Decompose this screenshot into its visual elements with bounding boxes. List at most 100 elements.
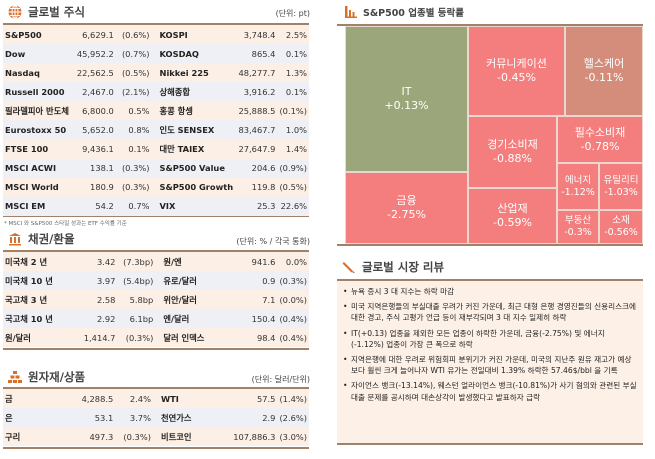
name-cell: MSCI World bbox=[5, 182, 59, 193]
divider bbox=[3, 23, 309, 25]
name-cell: 은 bbox=[5, 412, 13, 423]
value-cell: 25,888.5 bbox=[238, 105, 276, 116]
bonds-header: 채권/환율 bbox=[8, 231, 75, 247]
sector-name: 유틸리티 bbox=[603, 174, 639, 186]
stocks-unit: (단위: pt) bbox=[275, 9, 310, 18]
treemap-cell: 금융 -2.75% bbox=[345, 172, 468, 244]
sector-change: +0.13% bbox=[384, 99, 429, 112]
table-row: MSCI ACWI 138.1 (0.3%) S&P500 Value 204.6 (0.… bbox=[3, 158, 309, 178]
commodities-unit: (단위: 달러/단위) bbox=[251, 375, 310, 384]
table-row: MSCI EM 54.2 0.7% VIX 25.3 22.6% bbox=[3, 196, 309, 216]
name-cell: 원/엔 bbox=[163, 256, 182, 267]
name-cell: Russell 2000 bbox=[5, 86, 65, 97]
review-title: 글로벌 시장 리뷰 bbox=[362, 260, 445, 274]
change-cell: 2.5% bbox=[285, 29, 307, 40]
table-row: 원/달러 1,414.7 (0.3%) 달러 인덱스 98.4 (0.4%) bbox=[3, 328, 309, 348]
name-cell: VIX bbox=[159, 201, 176, 212]
value-cell: 941.6 bbox=[251, 256, 276, 267]
bonds-unit: (단위: % / 각국 통화) bbox=[236, 237, 310, 246]
name-cell: 국고채 10 년 bbox=[5, 313, 53, 324]
name-cell: 국고채 3 년 bbox=[5, 294, 48, 305]
treemap-cell: 필수소비재 -0.78% bbox=[557, 116, 643, 163]
table-row: Eurostoxx 50 5,652.0 0.8% 인도 SENSEX 83,467.7… bbox=[3, 120, 309, 140]
change-cell: (0.3%) bbox=[279, 275, 307, 286]
value-cell: 204.6 bbox=[251, 163, 276, 174]
change-cell: 1.0% bbox=[285, 125, 307, 136]
value-cell: 865.4 bbox=[251, 48, 276, 59]
change-cell: (2.1%) bbox=[121, 86, 150, 97]
treemap-cell: 산업재 -0.59% bbox=[468, 188, 557, 244]
change-cell: 0.5% bbox=[128, 105, 150, 116]
change-cell: (0.5%) bbox=[121, 67, 150, 78]
change-cell: (5.4bp) bbox=[123, 275, 154, 286]
name-cell: KOSPI bbox=[159, 29, 188, 40]
table-row: 국고채 3 년 2.58 5.8bp 위안/달러 7.1 (0.0%) bbox=[3, 290, 309, 310]
name-cell: 대만 TAIEX bbox=[159, 144, 205, 155]
change-cell: 1.4% bbox=[285, 144, 307, 155]
value-cell: 1,414.7 bbox=[83, 332, 116, 343]
table-row: Russell 2000 2,467.0 (2.1%) 상해종합 3,916.2 0.1% bbox=[3, 82, 309, 102]
commodities-title: 원자재/상품 bbox=[28, 370, 86, 384]
change-cell: (0.3%) bbox=[121, 163, 150, 174]
value-cell: 53.1 bbox=[94, 412, 114, 423]
change-cell: (0.3%) bbox=[121, 182, 150, 193]
name-cell: WTI bbox=[160, 393, 179, 404]
sector-change: -1.12% bbox=[561, 186, 595, 198]
review-item: 미국 지역은행들의 부실대출 우려가 커진 가운데, 최근 대형 은행 경영진들… bbox=[343, 301, 637, 323]
treemap-cell: 유틸리티 -1.03% bbox=[599, 163, 643, 210]
table-row: 은 53.1 3.7% 천연가스 2.9 (2.6%) bbox=[3, 408, 309, 428]
sector-name: 부동산 bbox=[564, 215, 592, 226]
table-row: 구리 497.3 (0.3%) 비트코인 107,886.3 (3.0%) bbox=[3, 427, 309, 447]
name-cell: S&P500 Value bbox=[159, 163, 225, 174]
change-cell: 1.3% bbox=[285, 67, 307, 78]
change-cell: 0.1% bbox=[285, 86, 307, 97]
sector-name: 소재 bbox=[612, 215, 630, 226]
sector-change: -0.59% bbox=[493, 216, 532, 229]
bank-icon bbox=[9, 233, 21, 246]
treemap-cell: 부동산 -0.3% bbox=[557, 210, 599, 244]
change-cell: (7.3bp) bbox=[123, 256, 154, 267]
bonds-table: 미국채 2 년 3.42 (7.3bp) 원/엔 941.6 0.0% 미국채 10 년 3.… bbox=[3, 252, 309, 348]
value-cell: 107,886.3 bbox=[233, 431, 276, 442]
value-cell: 45,952.2 bbox=[76, 48, 114, 59]
change-cell: (0.5%) bbox=[279, 182, 307, 193]
globe-icon bbox=[8, 5, 22, 19]
table-row: 미국채 10 년 3.97 (5.4bp) 유로/달러 0.9 (0.3%) bbox=[3, 271, 309, 291]
review-item: 뉴욕 증시 3 대 지수는 하락 마감 bbox=[343, 286, 637, 297]
commodities-header: 원자재/상품 bbox=[8, 369, 85, 385]
value-cell: 3.97 bbox=[96, 275, 116, 286]
bonds-title: 채권/환율 bbox=[28, 232, 75, 246]
name-cell: 천연가스 bbox=[160, 412, 192, 423]
change-cell: (1.4%) bbox=[279, 393, 307, 404]
treemap-title: S&P500 업종별 등락률 bbox=[363, 8, 464, 19]
review-item: 지역은행에 대한 우려로 위험회피 분위기가 커진 가운데, 미국의 지난주 원… bbox=[343, 354, 637, 376]
value-cell: 4,288.5 bbox=[81, 393, 114, 404]
name-cell: S&P500 bbox=[5, 29, 42, 40]
change-cell: 0.0% bbox=[285, 256, 307, 267]
sector-name: 경기소비재 bbox=[487, 138, 538, 151]
change-cell: 6.1bp bbox=[129, 313, 154, 324]
name-cell: 달러 인덱스 bbox=[163, 332, 205, 343]
treemap-cell: IT +0.13% bbox=[345, 26, 468, 172]
sector-name: 커뮤니케이션 bbox=[486, 57, 547, 70]
value-cell: 6,629.1 bbox=[82, 29, 114, 40]
value-cell: 48,277.7 bbox=[238, 67, 276, 78]
bar-chart-icon bbox=[345, 6, 357, 18]
name-cell: 위안/달러 bbox=[163, 294, 197, 305]
table-row: MSCI World 180.9 (0.3%) S&P500 Growth 119.8(… bbox=[3, 177, 309, 197]
value-cell: 3,748.4 bbox=[243, 29, 276, 40]
value-cell: 54.2 bbox=[95, 201, 114, 212]
change-cell: (2.6%) bbox=[279, 412, 307, 423]
value-cell: 2.58 bbox=[96, 294, 116, 305]
change-cell: (0.6%) bbox=[121, 29, 150, 40]
value-cell: 6,800.0 bbox=[82, 105, 114, 116]
sector-name: 에너지 bbox=[564, 174, 592, 186]
name-cell: 유로/달러 bbox=[163, 275, 197, 286]
divider bbox=[337, 24, 643, 26]
name-cell: Dow bbox=[5, 48, 26, 59]
name-cell: 상해종합 bbox=[159, 86, 191, 97]
value-cell: 3,916.2 bbox=[243, 86, 276, 97]
change-cell: 3.7% bbox=[129, 412, 151, 423]
sector-name: 금융 bbox=[396, 194, 417, 207]
stocks-header: 글로벌 주식 bbox=[8, 4, 85, 20]
